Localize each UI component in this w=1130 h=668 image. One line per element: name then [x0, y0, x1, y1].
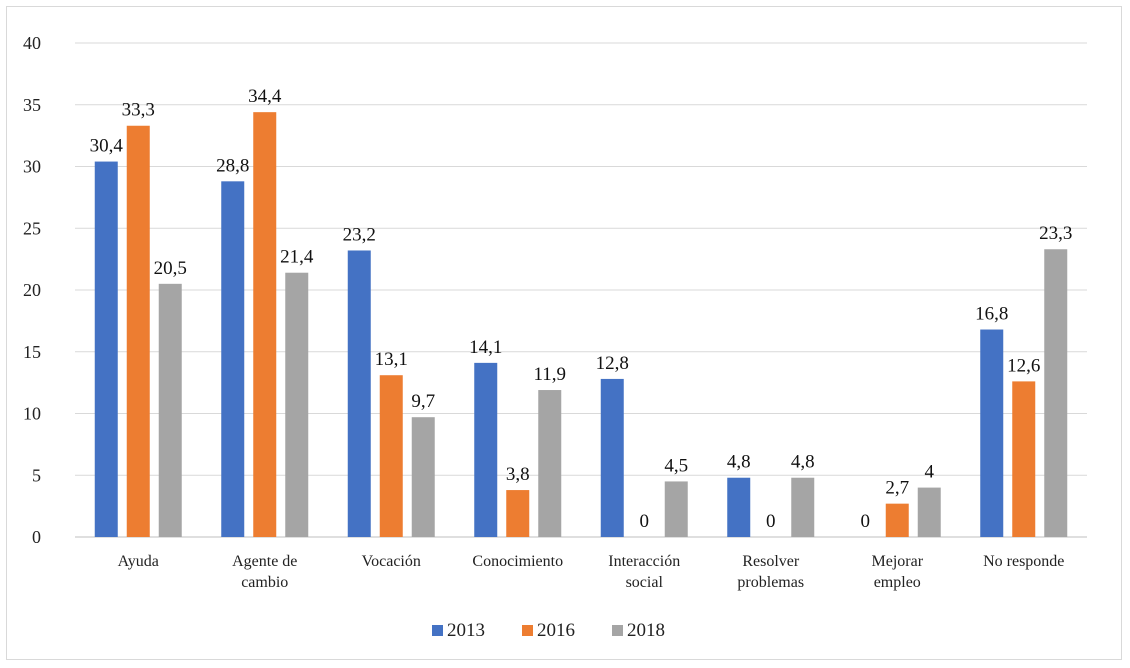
category-label-4: social [626, 574, 664, 591]
data-label-2016-7: 12,6 [1007, 355, 1040, 376]
data-label-2016-2: 13,1 [375, 349, 408, 370]
y-tick-label-15: 15 [23, 342, 41, 362]
bar-2016-6 [885, 503, 909, 537]
data-label-2018-5: 4,8 [791, 452, 815, 473]
category-label-4: Interacción [608, 553, 680, 570]
bar-2018-0 [158, 283, 182, 537]
legend-swatch-2018 [612, 625, 623, 636]
bar-2018-3 [538, 390, 562, 537]
data-label-2013-6: 0 [861, 511, 871, 532]
data-label-2013-7: 16,8 [975, 304, 1008, 325]
data-label-2013-4: 12,8 [596, 353, 629, 374]
category-label-1: cambio [241, 574, 288, 591]
bar-2016-7 [1012, 381, 1036, 537]
data-label-2016-3: 3,8 [506, 464, 530, 485]
category-label-0: Ayuda [118, 553, 159, 570]
category-label-6: Mejorar [871, 553, 923, 570]
data-label-2018-7: 23,3 [1039, 223, 1072, 244]
bar-2016-0 [126, 125, 150, 538]
data-label-2016-4: 0 [640, 511, 650, 532]
data-label-2016-5: 0 [766, 511, 776, 532]
bar-2018-6 [917, 487, 941, 537]
legend-swatch-2013 [432, 625, 443, 636]
y-tick-label-20: 20 [23, 280, 41, 300]
bar-2018-7 [1044, 249, 1068, 537]
data-label-2013-2: 23,2 [343, 224, 376, 245]
y-tick-label-35: 35 [23, 95, 41, 115]
y-tick-label-40: 40 [23, 33, 41, 53]
legend-label-2016: 2016 [537, 620, 575, 641]
y-tick-label-10: 10 [23, 404, 41, 424]
bar-2018-2 [411, 417, 435, 537]
bar-2013-5 [727, 477, 751, 537]
bar-2013-0 [94, 161, 118, 537]
category-label-6: empleo [874, 574, 921, 591]
y-tick-label-5: 5 [32, 465, 41, 485]
data-label-2018-3: 11,9 [533, 364, 566, 385]
y-tick-label-0: 0 [32, 527, 41, 547]
category-label-1: Agente de [232, 553, 297, 570]
y-tick-label-30: 30 [23, 157, 41, 177]
data-label-2013-0: 30,4 [90, 136, 124, 157]
data-label-2016-6: 2,7 [885, 478, 909, 499]
data-label-2016-1: 34,4 [248, 86, 282, 107]
data-label-2018-4: 4,5 [664, 455, 688, 476]
legend-swatch-2016 [522, 625, 533, 636]
category-label-5: problemas [737, 574, 804, 591]
bar-2018-4 [664, 481, 688, 537]
category-label-3: Conocimiento [472, 553, 563, 570]
data-label-2013-5: 4,8 [727, 452, 751, 473]
data-label-2018-0: 20,5 [154, 258, 187, 279]
data-label-2018-2: 9,7 [411, 391, 435, 412]
bar-2016-1 [253, 112, 277, 537]
data-label-2016-0: 33,3 [122, 100, 155, 121]
data-label-2013-3: 14,1 [469, 337, 502, 358]
y-tick-label-25: 25 [23, 218, 41, 238]
category-label-7: No responde [983, 553, 1064, 570]
bar-2013-4 [600, 378, 624, 537]
legend-label-2018: 2018 [627, 620, 665, 641]
bar-2018-1 [285, 272, 309, 537]
bar-2016-2 [379, 375, 403, 537]
category-label-2: Vocación [362, 553, 421, 570]
bar-2013-7 [980, 329, 1004, 537]
bar-2013-3 [474, 362, 498, 537]
bar-2013-2 [347, 250, 371, 538]
chart-frame [6, 6, 1122, 660]
data-label-2013-1: 28,8 [216, 155, 249, 176]
legend-label-2013: 2013 [447, 620, 485, 641]
bar-2013-1 [221, 181, 245, 537]
data-label-2018-1: 21,4 [280, 247, 314, 268]
category-label-5: Resolver [742, 553, 800, 570]
bar-2018-5 [791, 477, 815, 537]
bar-2016-3 [506, 490, 530, 537]
data-label-2018-6: 4 [925, 462, 935, 483]
